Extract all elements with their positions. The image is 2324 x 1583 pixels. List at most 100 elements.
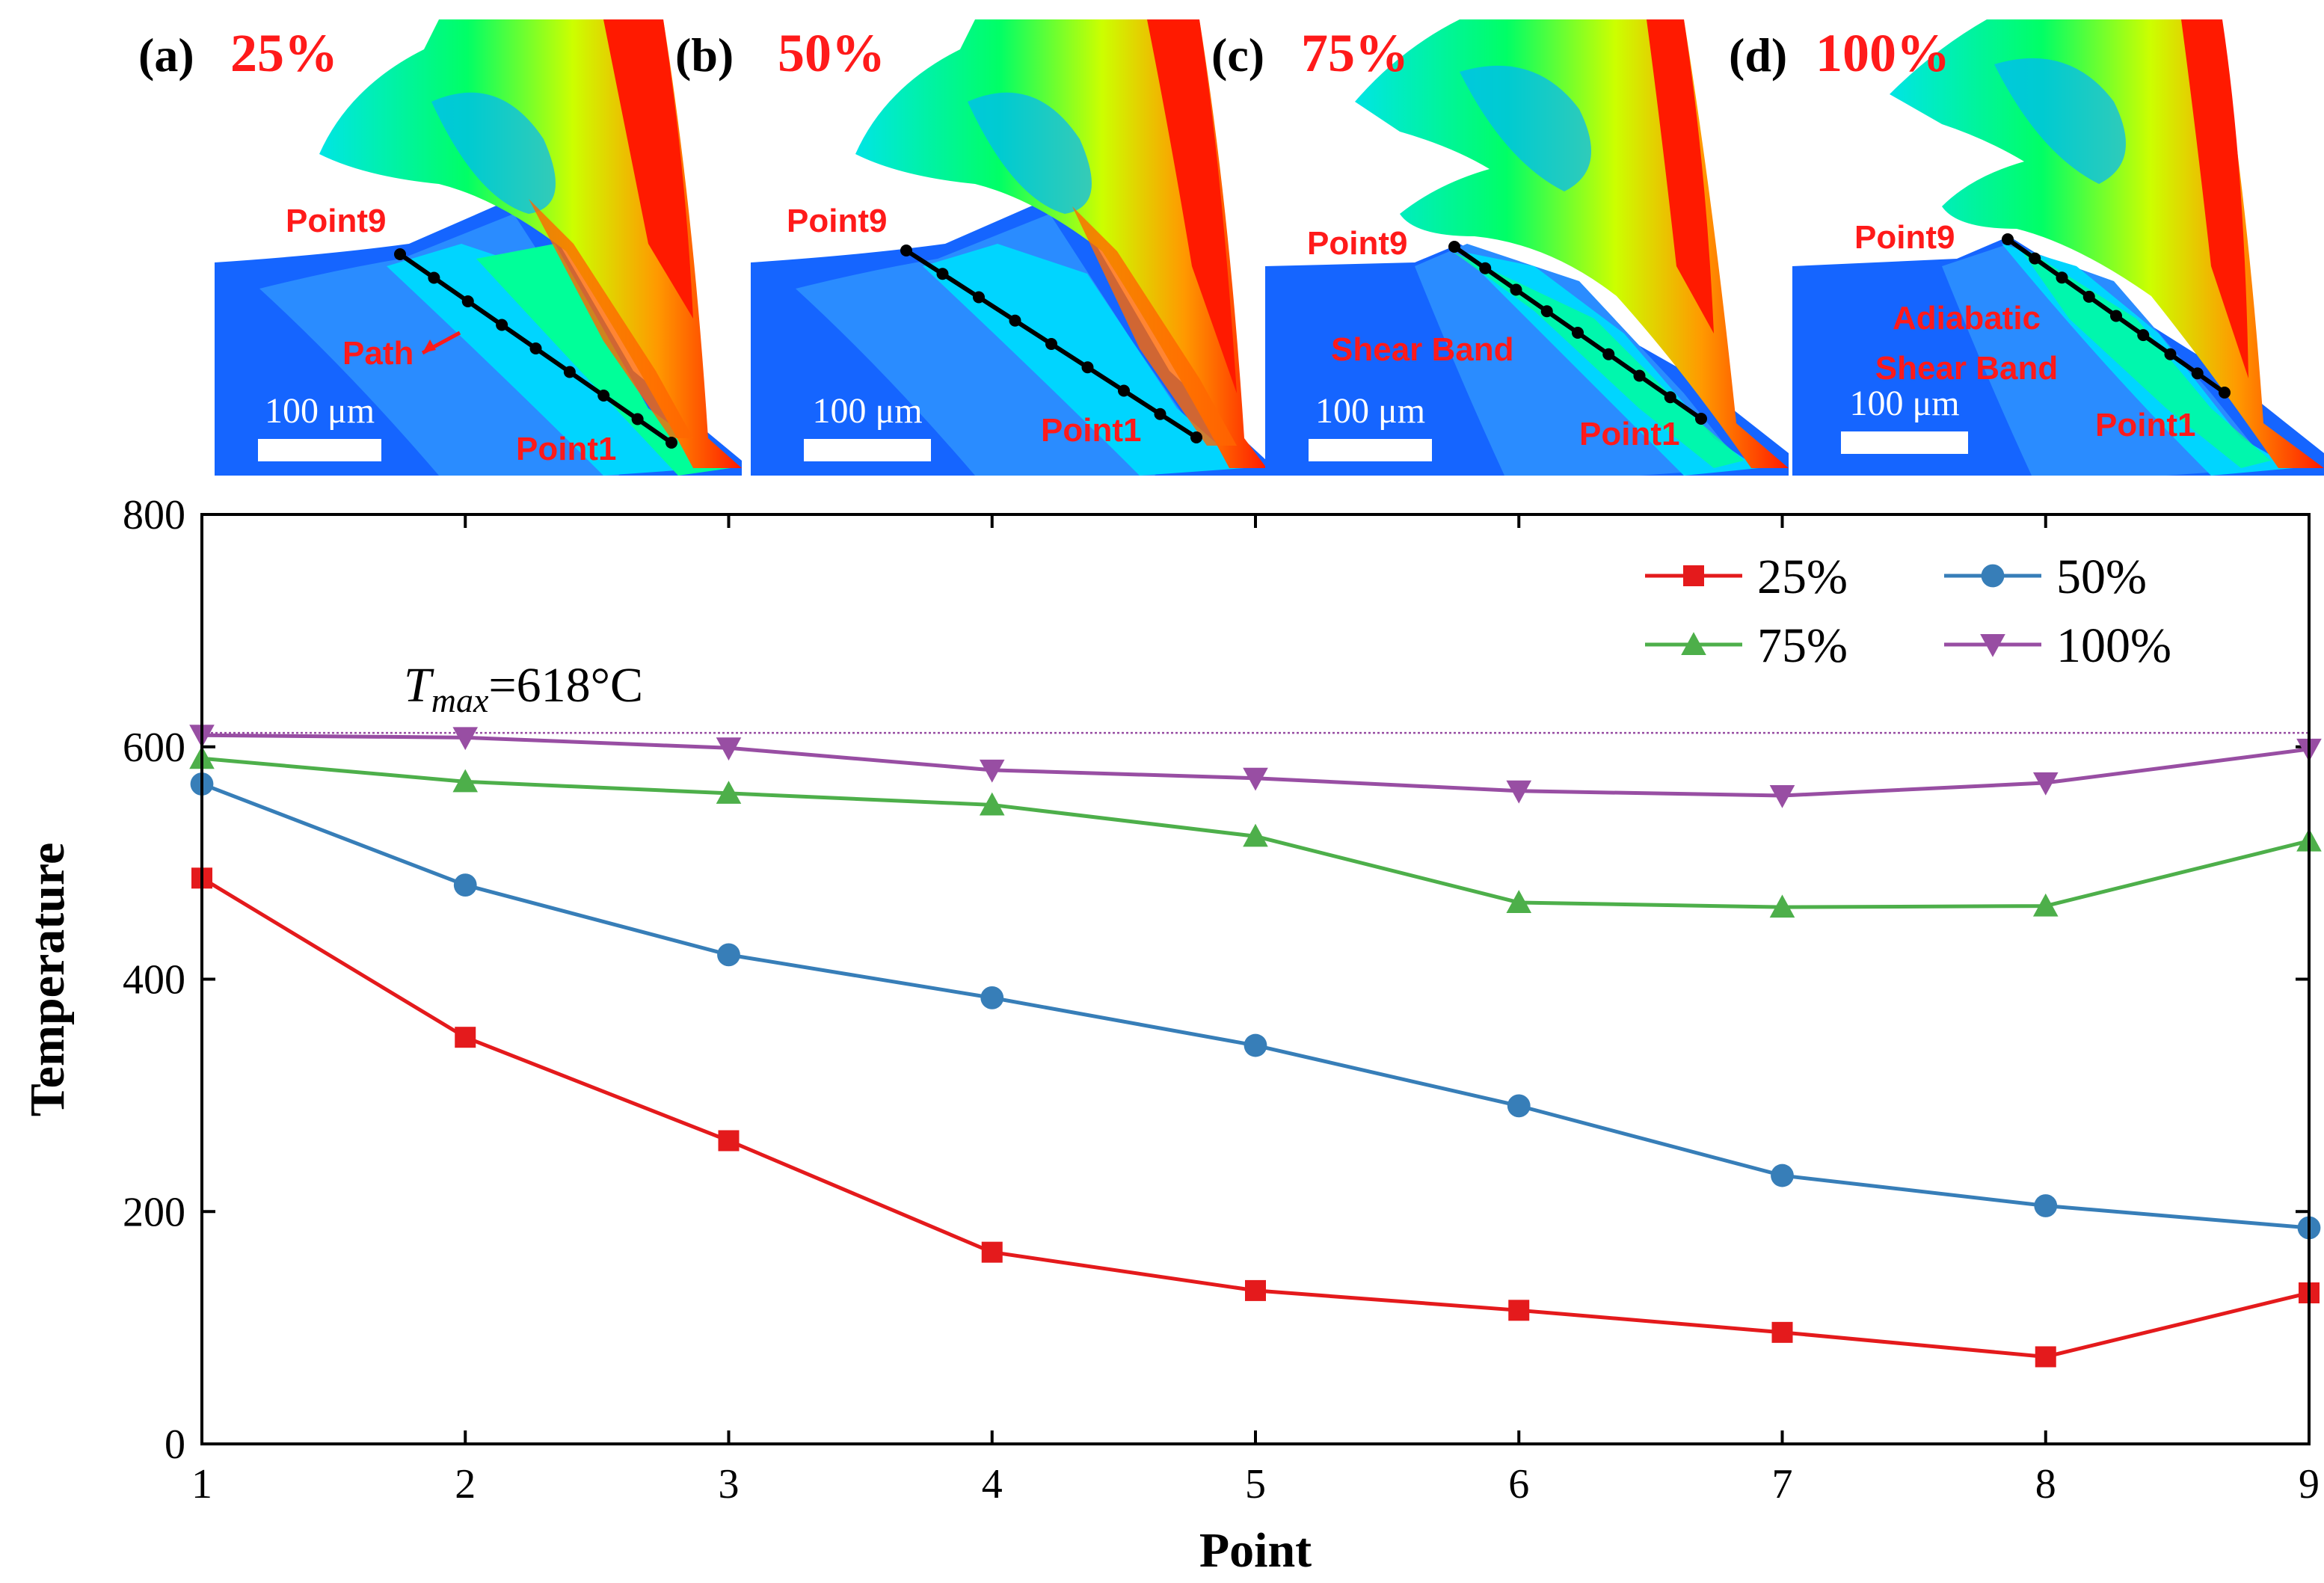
x-tick-label: 7 [1772, 1461, 1793, 1507]
data-point [981, 1241, 1003, 1263]
x-tick-label: 9 [2299, 1461, 2320, 1507]
path-point-dot [1154, 408, 1166, 420]
legend: 25% 50% 75% 100% [1645, 550, 2171, 673]
data-point [979, 792, 1005, 816]
data-point [1771, 1321, 1793, 1343]
legend-label: 50% [2056, 550, 2147, 604]
path-point-dot [394, 248, 406, 260]
scale-bar-label: 100 μm [812, 391, 922, 431]
data-point [2035, 1346, 2056, 1368]
scale-bar-label: 100 μm [265, 391, 375, 431]
legend-item: 75% [1645, 618, 1848, 673]
data-point [1243, 823, 1268, 847]
x-tick-label: 6 [1508, 1461, 1529, 1507]
panel-overlay-1: (a) 25% Point9 Point1 100 μm Path [138, 23, 677, 467]
path-point-dot [1045, 338, 1057, 350]
x-tick-label: 4 [982, 1461, 1003, 1507]
panel-label: (d) [1729, 28, 1787, 82]
panel-label: (a) [138, 28, 194, 82]
scale-bar [804, 439, 931, 461]
tmax-label-symbol: T [404, 658, 434, 713]
panel-overlay-2: (b) 50% Point9 Point1 100 μm [675, 23, 1202, 461]
data-point [1981, 564, 2005, 588]
panel-annotation: Shear Band [1875, 350, 2059, 387]
data-point [979, 759, 1005, 783]
scale-bar [1841, 431, 1968, 454]
y-tick-label: 200 [123, 1189, 185, 1235]
series-layer [189, 725, 2322, 1368]
data-point [716, 737, 742, 761]
path-point-dot [428, 271, 440, 284]
data-point [1506, 780, 1532, 804]
path-point-dot [2219, 387, 2231, 399]
point9-label: Point9 [286, 203, 386, 239]
path-point-dot [1572, 327, 1584, 339]
tmax-label-subscript: max [431, 681, 489, 719]
path-point-dot [936, 268, 949, 280]
data-point [1769, 785, 1795, 808]
y-tick-label: 800 [123, 492, 185, 538]
path-point-dot [1664, 391, 1676, 404]
series-100pct [189, 725, 2322, 808]
series-50pct [190, 772, 2321, 1240]
point9-label: Point9 [1307, 225, 1407, 262]
panel-annotation: Shear Band [1331, 331, 1514, 368]
legend-label: 100% [2056, 618, 2171, 673]
point1-label: Point1 [516, 431, 616, 467]
legend-item: 25% [1645, 550, 1848, 604]
legend-label: 25% [1757, 550, 1848, 604]
legend-item: 50% [1944, 550, 2147, 604]
arrow-head-icon [422, 339, 436, 353]
panel-label: (b) [675, 28, 734, 82]
scale-bar [258, 439, 381, 461]
path-point-dot [2082, 290, 2095, 303]
data-point [1769, 894, 1795, 918]
data-point [718, 1130, 740, 1152]
panel-d [1792, 19, 2324, 476]
path-point-dot [1479, 262, 1492, 274]
path-point-dot [1540, 305, 1553, 318]
path-point-dot [2137, 329, 2150, 342]
x-tick-label: 8 [2035, 1461, 2056, 1507]
tmax-label-value: =618°C [488, 658, 643, 713]
path-point-dot [665, 437, 677, 449]
panel-percent: 25% [230, 23, 338, 83]
panel-label: (c) [1211, 28, 1264, 82]
data-point [2032, 772, 2059, 796]
path-point-dot [973, 291, 985, 304]
data-point [2034, 1194, 2058, 1217]
series-line [201, 782, 2310, 1230]
y-axis-title: Temperature [20, 843, 75, 1117]
panel-overlay-3: (c) 75% Point9 Point1 100 μm Shear Band [1211, 23, 1707, 461]
panel-c [1265, 19, 1789, 476]
path-point-dot [2164, 348, 2177, 360]
path-point-dot [496, 319, 508, 331]
point1-label: Point1 [1579, 416, 1679, 452]
panel-a [215, 19, 742, 476]
scale-bar-label: 100 μm [1315, 391, 1425, 431]
path-point-dot [900, 245, 912, 256]
x-tick-label: 5 [1245, 1461, 1266, 1507]
panel-annotation: Adiabatic [1893, 300, 2041, 336]
y-tick-label: 400 [123, 957, 185, 1003]
scale-bar-label: 100 μm [1849, 384, 1959, 423]
path-point-dot [1118, 384, 1130, 397]
path-point-dot [529, 342, 542, 354]
panel-percent: 75% [1301, 23, 1409, 83]
path-point-dot [1695, 413, 1707, 425]
legend-item: 100% [1944, 618, 2171, 673]
path-point-dot [631, 413, 644, 425]
data-point [716, 781, 742, 804]
data-point [1243, 767, 1268, 791]
x-axis-title: Point [1199, 1523, 1312, 1578]
panel-b [751, 19, 1267, 476]
series-75pct [189, 746, 2322, 918]
path-point-dot [563, 366, 576, 378]
path-point-dot [597, 390, 610, 402]
data-point [1980, 634, 2005, 657]
x-tick-label: 2 [455, 1461, 476, 1507]
panel-overlay-4: (d) 100% Point9 Point1 100 μm Adiabatic Shear … [1729, 23, 2231, 454]
path-point-dot [1009, 314, 1021, 327]
path-point-dot [2110, 310, 2122, 322]
path-point-dot [2056, 271, 2068, 284]
